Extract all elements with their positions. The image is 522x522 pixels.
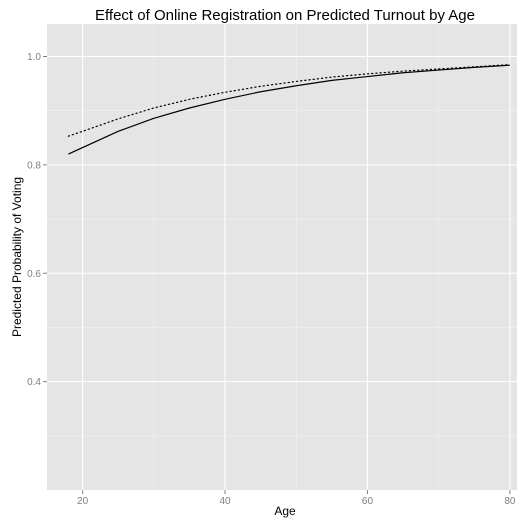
minor-gridlines (47, 24, 517, 490)
dotted-series-line (67, 64, 511, 137)
major-gridlines (47, 24, 517, 490)
series-lines (67, 64, 511, 155)
y-axis-ticks: 0.4 0.6 0.8 1.0 (27, 52, 47, 388)
y-tick-label: 0.6 (27, 269, 41, 280)
x-tick-label: 40 (219, 496, 231, 507)
x-tick-label: 80 (504, 496, 516, 507)
y-axis-title: Predicted Probability of Voting (10, 177, 24, 337)
y-tick-label: 1.0 (27, 52, 41, 63)
x-axis-ticks: 20 40 60 80 (77, 490, 516, 507)
x-tick-label: 60 (362, 496, 374, 507)
x-tick-label: 20 (77, 496, 89, 507)
x-axis-title: Age (274, 504, 296, 518)
solid-series-line (68, 64, 510, 155)
chart-title: Effect of Online Registration on Predict… (95, 7, 475, 24)
y-tick-label: 0.4 (27, 377, 41, 388)
y-tick-label: 0.8 (27, 160, 41, 171)
plot-panel (47, 24, 517, 490)
